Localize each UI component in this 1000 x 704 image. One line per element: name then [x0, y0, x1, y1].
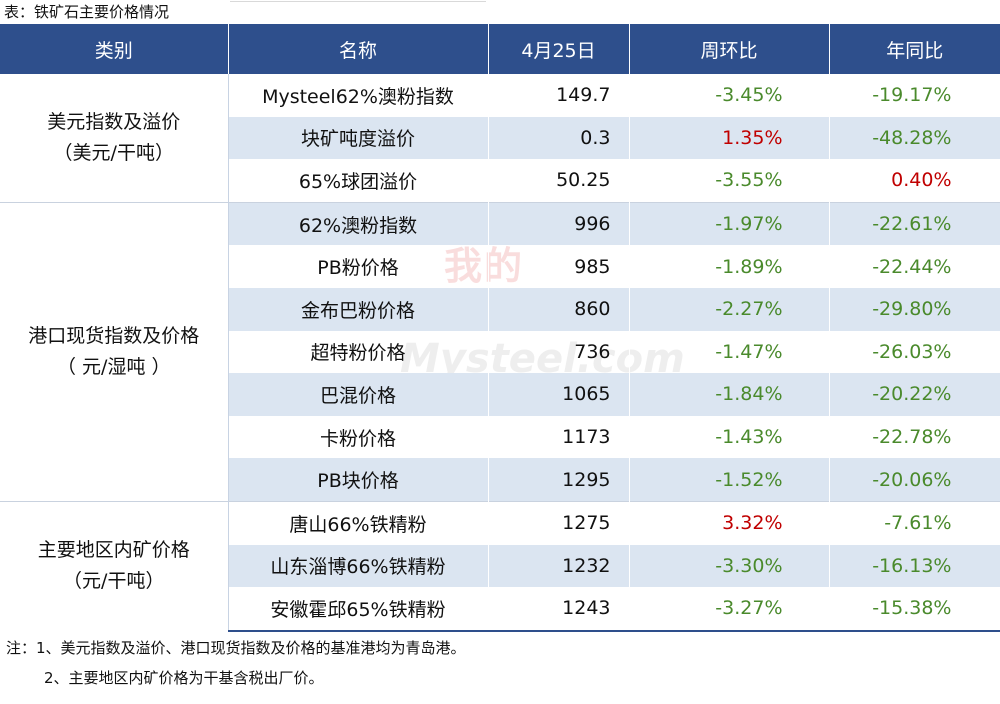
- value-cell: 1275: [488, 500, 630, 545]
- value-cell: 736: [488, 330, 630, 374]
- wow-cell: -1.89%: [629, 245, 830, 288]
- yoy-cell: -22.78%: [829, 415, 1000, 459]
- table-row: 超特粉价格 736 -1.47% -26.03%: [0, 330, 1000, 374]
- name-cell: PB粉价格: [228, 245, 489, 288]
- name-cell: 超特粉价格: [228, 330, 489, 374]
- yoy-cell: -15.38%: [829, 587, 1000, 632]
- wow-cell: -2.27%: [629, 287, 830, 331]
- table-notes: 注：1、美元指数及溢价、港口现货指数及价格的基准港均为青岛港。 2、主要地区内矿…: [6, 633, 466, 693]
- wow-cell: 1.35%: [629, 116, 830, 160]
- value-cell: 149.7: [488, 74, 630, 117]
- caption-divider: [230, 1, 486, 2]
- yoy-cell: -48.28%: [829, 116, 1000, 160]
- value-cell: 1295: [488, 458, 630, 502]
- category-unit: （ 元/湿吨 ）: [57, 355, 171, 378]
- name-cell: 巴混价格: [228, 373, 489, 416]
- category-cell: 美元指数及溢价 （美元/干吨）: [0, 74, 229, 203]
- yoy-cell: -7.61%: [829, 500, 1000, 545]
- name-cell: Mysteel62%澳粉指数: [228, 74, 489, 117]
- value-cell: 1243: [488, 587, 630, 632]
- value-cell: 1232: [488, 544, 630, 588]
- yoy-cell: -16.13%: [829, 544, 1000, 588]
- name-cell: 卡粉价格: [228, 415, 489, 459]
- value-cell: 860: [488, 287, 630, 331]
- yoy-cell: -22.61%: [829, 201, 1000, 246]
- header-category: 类别: [0, 24, 229, 74]
- category-unit: （元/干吨）: [63, 570, 165, 593]
- category-title: 主要地区内矿价格: [37, 539, 190, 562]
- value-cell: 985: [488, 245, 630, 288]
- yoy-cell: -22.44%: [829, 245, 1000, 288]
- value-cell: 1065: [488, 373, 630, 416]
- table-row: 卡粉价格 1173 -1.43% -22.78%: [0, 415, 1000, 459]
- name-cell: PB块价格: [228, 458, 489, 502]
- table-row: 巴混价格 1065 -1.84% -20.22%: [0, 373, 1000, 416]
- category-cell: 主要地区内矿价格 （元/干吨）: [0, 500, 229, 631]
- category-cell: 港口现货指数及价格 （ 元/湿吨 ）: [0, 201, 229, 502]
- wow-cell: -1.84%: [629, 373, 830, 416]
- table-row: 安徽霍邱65%铁精粉 1243 -3.27% -15.38%: [0, 587, 1000, 632]
- wow-cell: -1.52%: [629, 458, 830, 502]
- category-title: 港口现货指数及价格: [28, 324, 200, 347]
- header-wow: 周环比: [629, 24, 830, 74]
- yoy-cell: -29.80%: [829, 287, 1000, 331]
- table-row: PB块价格 1295 -1.52% -20.06%: [0, 458, 1000, 502]
- name-cell: 唐山66%铁精粉: [228, 500, 489, 545]
- table-row: 块矿吨度溢价 0.3 1.35% -48.28%: [0, 116, 1000, 160]
- wow-cell: -1.43%: [629, 415, 830, 459]
- name-cell: 金布巴粉价格: [228, 287, 489, 331]
- wow-cell: -1.47%: [629, 330, 830, 374]
- table-row: 港口现货指数及价格 （ 元/湿吨 ） 62%澳粉指数 996 -1.97% -2…: [0, 201, 1000, 502]
- note-2: 2、主要地区内矿价格为干基含税出厂价。: [44, 669, 324, 687]
- wow-cell: -3.55%: [629, 159, 830, 203]
- value-cell: 50.25: [488, 159, 630, 203]
- table-header-row: 类别 名称 4月25日 周环比 年同比: [0, 24, 1000, 74]
- yoy-cell: -20.06%: [829, 458, 1000, 502]
- table-row: 65%球团溢价 50.25 -3.55% 0.40%: [0, 159, 1000, 203]
- yoy-cell: -20.22%: [829, 373, 1000, 416]
- wow-cell: 3.32%: [629, 500, 830, 545]
- yoy-cell: 0.40%: [829, 159, 1000, 203]
- table-row: 美元指数及溢价 （美元/干吨） Mysteel62%澳粉指数 149.7 -3.…: [0, 74, 1000, 203]
- table-caption: 表：铁矿石主要价格情况: [4, 3, 170, 21]
- value-cell: 0.3: [488, 116, 630, 160]
- name-cell: 山东淄博66%铁精粉: [228, 544, 489, 588]
- table-row: 山东淄博66%铁精粉 1232 -3.30% -16.13%: [0, 544, 1000, 588]
- value-cell: 996: [488, 201, 630, 246]
- header-name: 名称: [228, 24, 489, 74]
- table-row: 主要地区内矿价格 （元/干吨） 唐山66%铁精粉 1275 3.32% -7.6…: [0, 500, 1000, 631]
- yoy-cell: -19.17%: [829, 74, 1000, 117]
- table-row: 金布巴粉价格 860 -2.27% -29.80%: [0, 287, 1000, 331]
- value-cell: 1173: [488, 415, 630, 459]
- name-cell: 安徽霍邱65%铁精粉: [228, 587, 489, 632]
- category-title: 美元指数及溢价: [47, 110, 181, 133]
- note-1: 注：1、美元指数及溢价、港口现货指数及价格的基准港均为青岛港。: [6, 639, 466, 657]
- wow-cell: -1.97%: [629, 201, 830, 246]
- name-cell: 块矿吨度溢价: [228, 116, 489, 160]
- table-row: PB粉价格 985 -1.89% -22.44%: [0, 245, 1000, 288]
- wow-cell: -3.30%: [629, 544, 830, 588]
- header-yoy: 年同比: [829, 24, 1000, 74]
- iron-ore-price-table: 类别 名称 4月25日 周环比 年同比 美元指数及溢价 （美元/干吨） Myst…: [0, 24, 1000, 632]
- wow-cell: -3.45%: [629, 74, 830, 117]
- name-cell: 65%球团溢价: [228, 159, 489, 203]
- category-unit: （美元/干吨）: [53, 141, 174, 164]
- yoy-cell: -26.03%: [829, 330, 1000, 374]
- name-cell: 62%澳粉指数: [228, 201, 489, 246]
- wow-cell: -3.27%: [629, 587, 830, 632]
- header-date: 4月25日: [488, 24, 630, 74]
